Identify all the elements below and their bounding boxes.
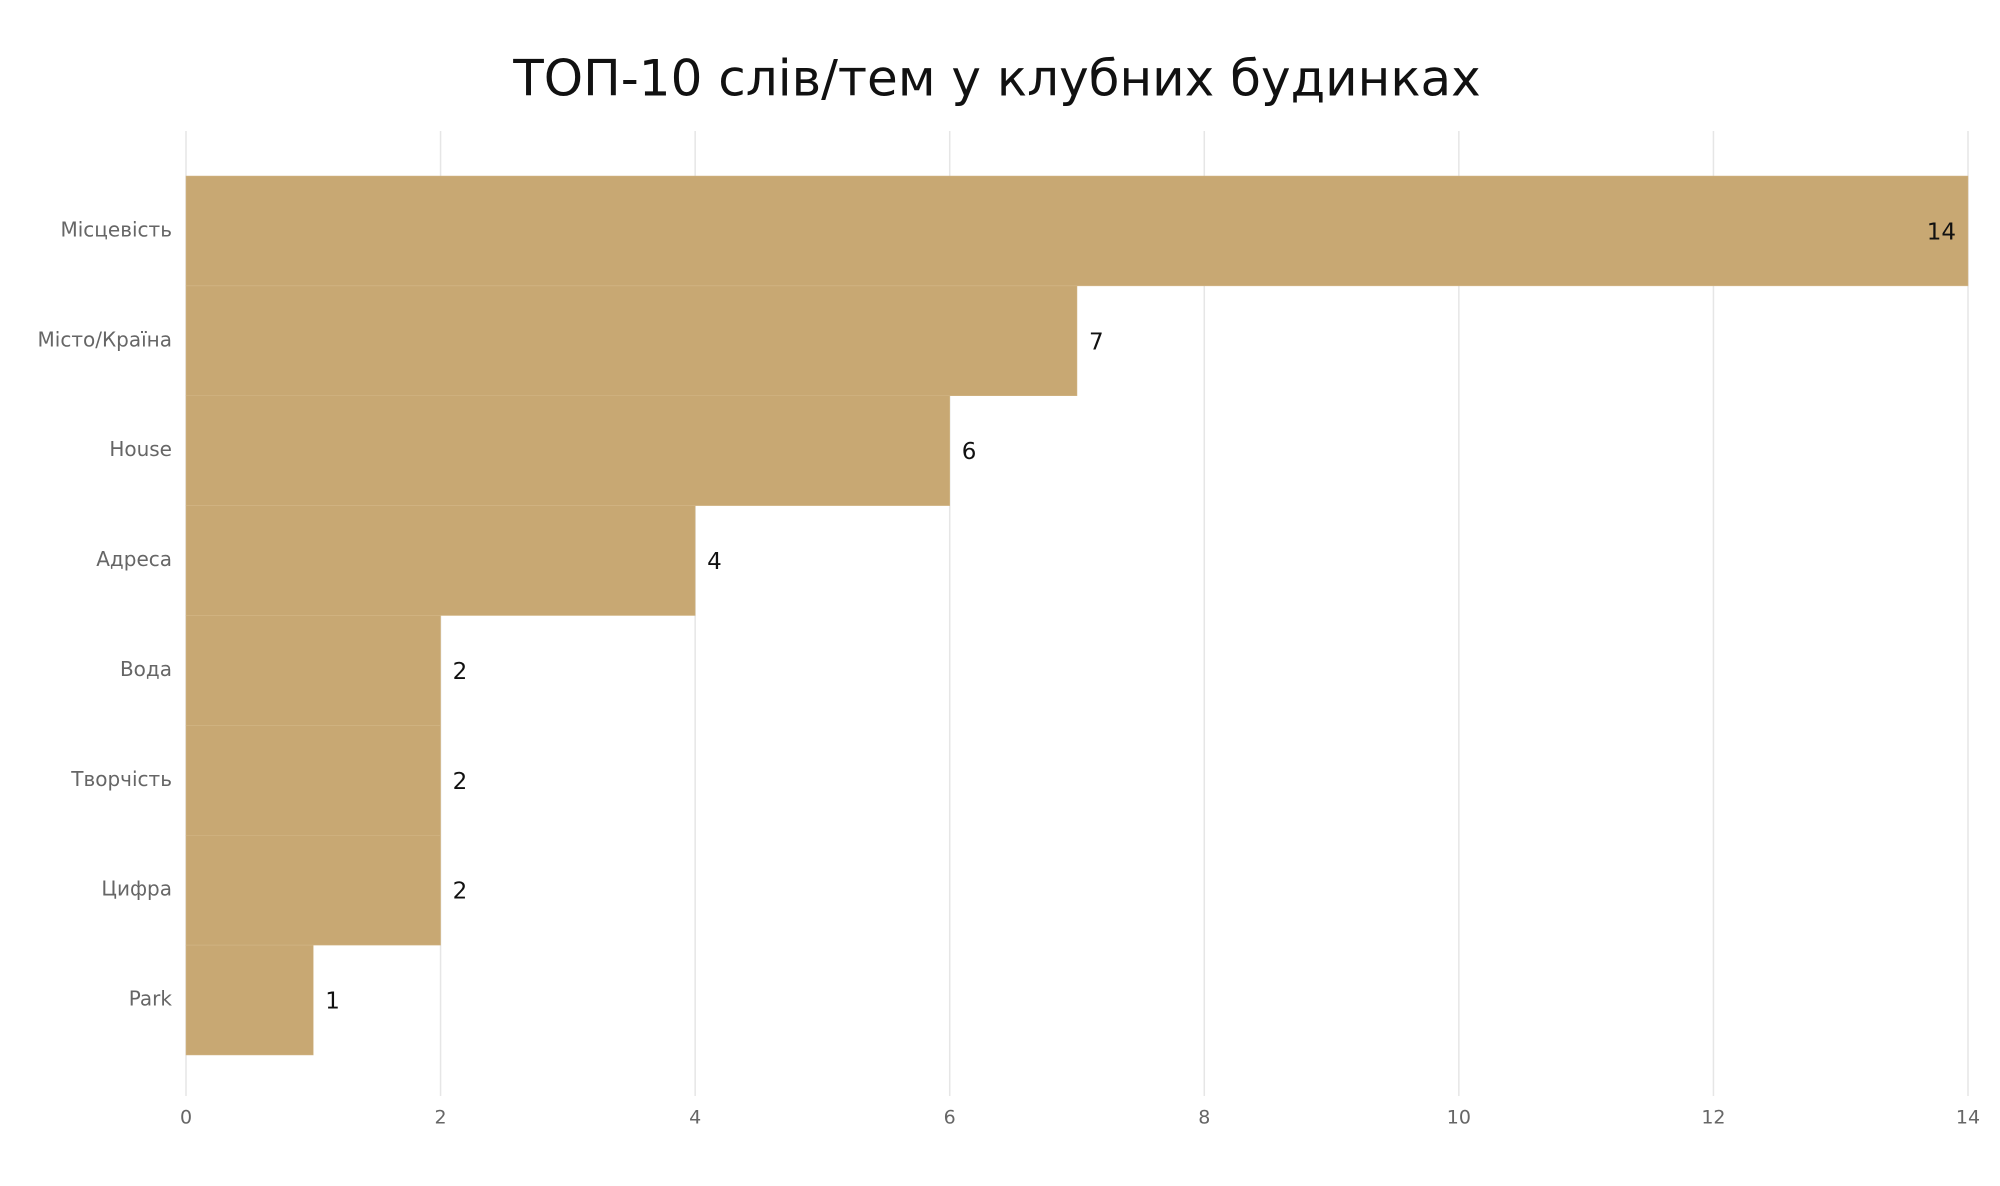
value-label: 1 bbox=[325, 989, 340, 1015]
y-tick-label: Вода bbox=[120, 657, 172, 681]
x-tick-label: 8 bbox=[1198, 1107, 1210, 1129]
x-tick-label: 14 bbox=[1956, 1107, 1980, 1129]
y-tick-label: Місто/Країна bbox=[38, 327, 172, 351]
x-tick-label: 6 bbox=[944, 1107, 956, 1129]
x-tick-label: 12 bbox=[1701, 1107, 1725, 1129]
value-label: 2 bbox=[453, 659, 468, 685]
x-tick-label: 0 bbox=[180, 1107, 192, 1129]
value-label: 7 bbox=[1089, 329, 1104, 355]
y-tick-label: Місцевість bbox=[60, 217, 172, 241]
y-tick-label: Адреса bbox=[96, 547, 172, 571]
x-tick-label: 4 bbox=[689, 1107, 701, 1129]
y-tick-label: Park bbox=[129, 987, 173, 1011]
y-tick-label: House bbox=[109, 437, 172, 461]
value-label: 2 bbox=[453, 769, 468, 795]
bar bbox=[185, 835, 441, 946]
bar bbox=[185, 175, 1969, 287]
value-label: 14 bbox=[1927, 219, 1956, 245]
bar bbox=[185, 615, 441, 726]
y-tick-label: Творчість bbox=[70, 767, 172, 791]
value-label: 4 bbox=[707, 549, 722, 575]
bar bbox=[185, 505, 696, 616]
bar bbox=[185, 944, 314, 1056]
value-label: 2 bbox=[453, 879, 468, 905]
y-tick-label: Цифра bbox=[101, 877, 172, 901]
bar bbox=[185, 725, 441, 836]
x-tick-label: 2 bbox=[435, 1107, 447, 1129]
x-tick-label: 10 bbox=[1447, 1107, 1471, 1129]
bar bbox=[185, 395, 950, 506]
chart-title: ТОП-10 слів/тем у клубних будинках bbox=[512, 50, 1481, 108]
value-label: 6 bbox=[962, 439, 977, 465]
bar bbox=[185, 285, 1078, 396]
